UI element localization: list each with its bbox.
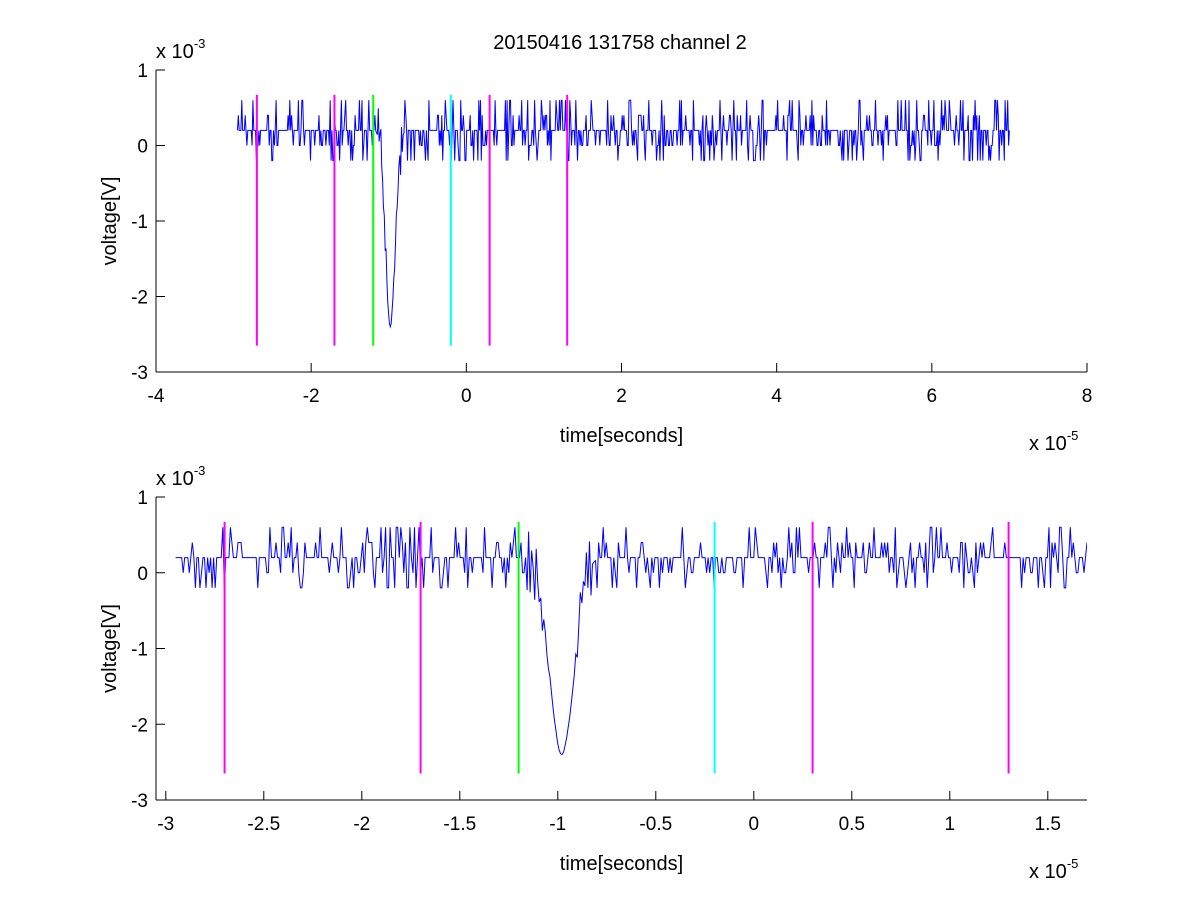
y-tick-label: 1	[137, 488, 148, 509]
x-tick-label: 2	[616, 386, 627, 407]
y-tick-label: 1	[137, 61, 148, 82]
x-tick-label: -1	[549, 814, 566, 835]
x-tick-label: 0.5	[839, 814, 865, 835]
x-tick-label: -1.5	[443, 814, 476, 835]
y-tick-label: -2	[131, 715, 148, 736]
x-tick-label: 0	[749, 814, 760, 835]
x-axis-label: time[seconds]	[560, 853, 683, 875]
x-tick-label: 8	[1082, 386, 1093, 407]
x-tick-label: -3	[157, 814, 174, 835]
x-tick-label: -2	[303, 386, 320, 407]
y-tick-label: -1	[131, 212, 148, 233]
x-axis-label: time[seconds]	[560, 425, 683, 447]
y-tick-label: -2	[131, 288, 148, 309]
y-axis-label: voltage[V]	[99, 604, 121, 693]
x-tick-label: 1.5	[1035, 814, 1061, 835]
y-tick-label: 0	[137, 137, 148, 158]
x-tick-label: 6	[927, 386, 938, 407]
x-tick-label: -2	[353, 814, 370, 835]
y-tick-label: -3	[131, 791, 148, 812]
x-tick-label: 1	[945, 814, 956, 835]
y-tick-label: -3	[131, 363, 148, 384]
figure-title: 20150416 131758 channel 2	[493, 32, 747, 54]
signal-trace	[237, 99, 1010, 329]
y-axis-label: voltage[V]	[99, 177, 121, 266]
x-tick-label: 0	[461, 386, 472, 407]
x-tick-label: -0.5	[639, 814, 672, 835]
x-tick-label: -4	[148, 386, 165, 407]
y-tick-label: -1	[131, 640, 148, 661]
signal-trace	[175, 526, 1087, 756]
y-tick-label: 0	[137, 564, 148, 585]
x-tick-label: -2.5	[247, 814, 280, 835]
x-tick-label: 4	[771, 386, 782, 407]
